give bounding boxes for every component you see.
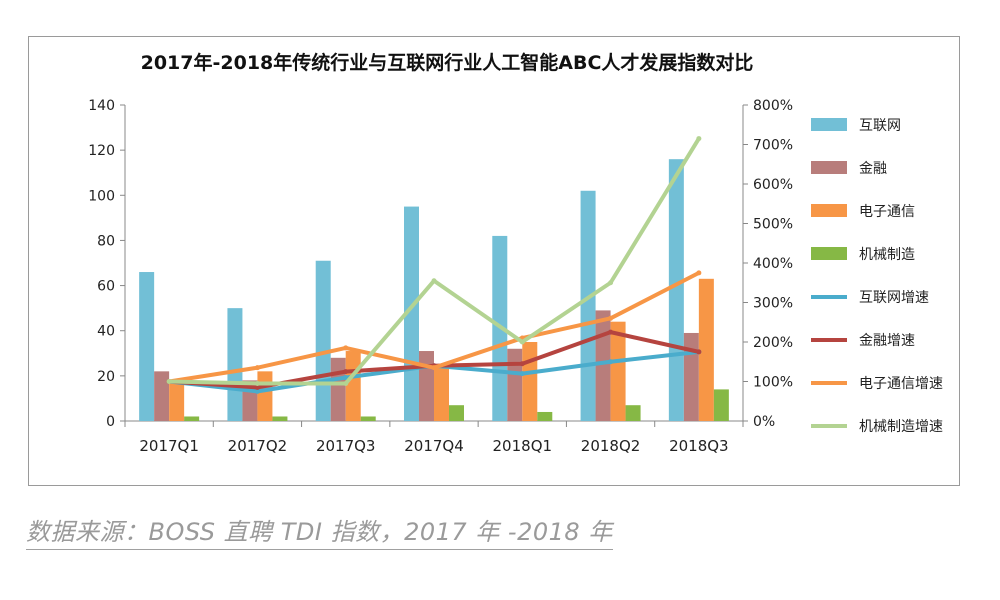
bar-2-2018Q1 [507, 348, 523, 421]
x-tick-label: 2017Q4 [404, 437, 464, 455]
x-tick-label: 2018Q1 [493, 437, 553, 455]
bar-1-2017Q2 [227, 308, 243, 421]
y-right-tick-label: 700% [753, 138, 793, 154]
y-left-tick-label: 140 [88, 98, 115, 114]
y-left-tick-label: 100 [88, 188, 115, 204]
bar-2-2018Q3 [683, 332, 699, 421]
line-point-3 [431, 365, 437, 371]
y-right-tick-label: 800% [753, 98, 793, 114]
bar-3-2018Q1 [522, 342, 538, 421]
line-point-4 [519, 339, 525, 345]
chart-frame: 2017年-2018年传统行业与互联网行业人工智能ABC人才发展指数对比 0 20… [28, 36, 960, 486]
legend-swatch [811, 161, 847, 174]
y-right-tick-label: 600% [753, 177, 793, 193]
legend-label: 机械制造 [859, 247, 915, 263]
x-tick-label: 2017Q3 [316, 437, 376, 455]
y-right-tick-label: 300% [753, 296, 793, 312]
y-left-tick-label: 60 [97, 279, 115, 295]
bar-3-2018Q2 [610, 321, 626, 421]
y-left-tick-label: 40 [97, 324, 115, 340]
line-point-2 [254, 384, 260, 390]
line-point-1 [254, 388, 260, 394]
legend-label: 电子通信 [859, 204, 915, 220]
chart-svg: 2017年-2018年传统行业与互联网行业人工智能ABC人才发展指数对比 0 20… [88, 51, 943, 455]
y-left-tick-label: 80 [97, 233, 115, 249]
bar-1-2018Q2 [580, 190, 596, 421]
y-left-tick-label: 120 [88, 143, 115, 159]
bar-3-2017Q3 [345, 351, 361, 421]
bar-3-2017Q4 [434, 364, 449, 421]
line-point-4 [166, 379, 172, 384]
legend-label: 互联网增速 [859, 290, 929, 306]
y-right-tick-label: 100% [753, 375, 793, 391]
bar-3-2017Q1 [169, 382, 185, 421]
legend-swatch [811, 118, 847, 131]
x-tick-label: 2017Q2 [228, 437, 288, 455]
x-tick-label: 2017Q1 [139, 437, 199, 455]
bar-3-2017Q2 [257, 371, 273, 421]
line-point-2 [696, 349, 702, 355]
y-left-tick-label: 0 [106, 414, 115, 430]
bar-3-2018Q3 [698, 278, 714, 421]
bar-4-2017Q4 [449, 405, 464, 421]
line-point-4 [431, 278, 437, 284]
lines-group [166, 136, 702, 394]
y-left-tick-label: 20 [97, 369, 115, 385]
bar-4-2018Q2 [625, 405, 641, 421]
bar-2-2017Q4 [419, 351, 434, 421]
line-point-3 [608, 315, 614, 321]
line-point-4 [608, 280, 614, 286]
line-point-1 [608, 359, 614, 365]
legend-swatch [811, 247, 847, 260]
bar-1-2018Q3 [668, 159, 684, 421]
line-point-1 [343, 375, 349, 381]
x-tick-label: 2018Q2 [581, 437, 641, 455]
line-point-2 [519, 361, 525, 367]
axes-group: 0 20 40 60 80 100 120 140 0% 100% 200% 300% 400% 500%… [88, 98, 793, 455]
line-point-1 [519, 371, 525, 377]
bar-1-2017Q3 [315, 260, 331, 421]
line-point-4 [343, 380, 349, 386]
legend-label: 电子通信增速 [859, 376, 943, 392]
legend-label: 金融增速 [859, 333, 915, 349]
source-note: 数据来源：BOSS 直聘 TDI 指数，2017 年 -2018 年 [26, 512, 613, 550]
y-right-tick-label: 200% [753, 335, 793, 351]
bar-4-2017Q2 [272, 416, 288, 421]
bar-2-2017Q1 [154, 371, 170, 421]
line-point-3 [343, 345, 349, 351]
line-point-3 [696, 270, 702, 276]
bar-2-2017Q3 [330, 357, 346, 421]
bar-4-2017Q1 [184, 416, 200, 421]
line-point-4 [696, 136, 702, 142]
line-point-2 [343, 369, 349, 375]
bar-4-2018Q1 [537, 411, 553, 421]
bar-4-2017Q3 [360, 416, 376, 421]
x-tick-label: 2018Q3 [669, 437, 729, 455]
y-right-tick-label: 0% [753, 414, 775, 430]
legend-label: 机械制造增速 [859, 419, 943, 435]
bar-2-2018Q2 [595, 310, 611, 421]
line-point-4 [254, 380, 260, 386]
y-right-tick-label: 500% [753, 217, 793, 233]
line-point-3 [254, 365, 260, 371]
legend-label: 金融 [859, 161, 887, 177]
bar-1-2017Q1 [139, 272, 155, 421]
legend-label: 互联网 [859, 118, 901, 134]
y-right-tick-label: 400% [753, 256, 793, 272]
legend-swatch [811, 204, 847, 217]
bar-4-2018Q3 [713, 389, 729, 421]
chart-title: 2017年-2018年传统行业与互联网行业人工智能ABC人才发展指数对比 [141, 51, 754, 74]
line-point-2 [608, 329, 614, 335]
